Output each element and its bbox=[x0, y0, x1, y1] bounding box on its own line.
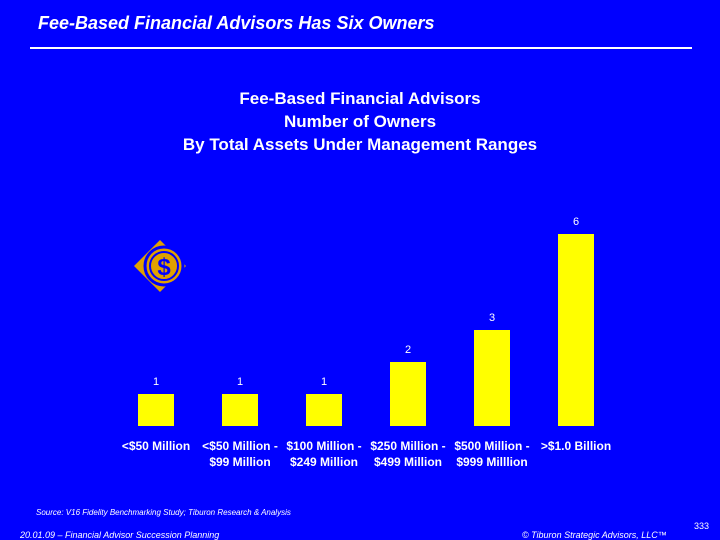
data-label-5: 6 bbox=[573, 216, 579, 228]
chart-title-line-1: Fee-Based Financial Advisors bbox=[239, 89, 481, 108]
chart-title-line-2: Number of Owners bbox=[283, 112, 437, 131]
footer-left: 20.01.09 – Financial Advisor Succession … bbox=[20, 530, 220, 540]
bar-4 bbox=[474, 330, 510, 426]
category-label-5-0: >$1.0 Billion bbox=[541, 439, 611, 453]
bar-1 bbox=[222, 394, 258, 426]
logo-dollar-glyph: $ bbox=[157, 254, 171, 281]
data-label-2: 1 bbox=[321, 376, 327, 388]
bar-0 bbox=[138, 394, 174, 426]
category-label-3-0: $250 Million - bbox=[370, 439, 445, 453]
bar-2 bbox=[306, 394, 342, 426]
category-label-4-1: $999 Milllion bbox=[456, 455, 527, 469]
page-number: 333 bbox=[694, 521, 710, 531]
category-label-1-0: <$50 Million - bbox=[202, 439, 278, 453]
dollar-coin-icon: $ bbox=[134, 240, 186, 292]
category-label-2-1: $249 Million bbox=[290, 455, 358, 469]
data-label-4: 3 bbox=[489, 312, 495, 324]
category-label-0-0: <$50 Million bbox=[122, 439, 190, 453]
bar-chart: 1 <$50 Million 1 <$50 Million - $99 Million 1… bbox=[122, 216, 611, 469]
bar-3 bbox=[390, 362, 426, 426]
category-label-3-1: $499 Million bbox=[374, 455, 442, 469]
slide-title: Fee-Based Financial Advisors Has Six Own… bbox=[38, 13, 435, 33]
bar-5 bbox=[558, 234, 594, 426]
data-label-0: 1 bbox=[153, 376, 159, 388]
category-label-1-1: $99 Million bbox=[209, 455, 270, 469]
data-label-3: 2 bbox=[405, 344, 411, 356]
data-label-1: 1 bbox=[237, 376, 243, 388]
title-divider bbox=[30, 47, 692, 49]
category-label-2-0: $100 Million - bbox=[286, 439, 361, 453]
source-note: Source: V16 Fidelity Benchmarking Study;… bbox=[36, 508, 291, 517]
chart-title-line-3: By Total Assets Under Management Ranges bbox=[182, 135, 538, 154]
category-label-4-0: $500 Million - bbox=[454, 439, 529, 453]
footer-copyright: © Tiburon Strategic Advisors, LLC™ bbox=[522, 530, 667, 540]
